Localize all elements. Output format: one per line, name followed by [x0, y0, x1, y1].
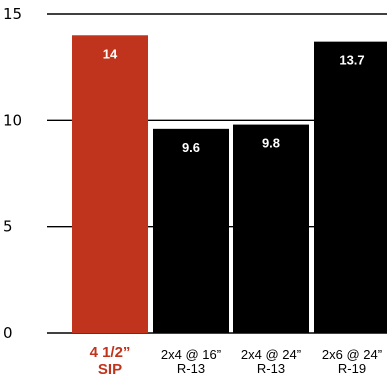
- category-label-1-line-0: 2x4 @ 16”: [161, 347, 221, 362]
- y-tick-label-0: 0: [3, 324, 13, 342]
- value-label-0: 14: [103, 46, 118, 61]
- category-label-2-line-0: 2x4 @ 24”: [241, 347, 301, 362]
- value-label-3: 13.7: [339, 53, 364, 68]
- y-tick-label-15: 15: [3, 5, 22, 23]
- bar-0: [72, 35, 148, 334]
- category-label-3-line-1: R-19: [338, 361, 366, 376]
- category-label-0-line-0: 4 1/2”: [90, 344, 131, 361]
- value-label-2: 9.8: [262, 136, 280, 151]
- y-tick-label-5: 5: [3, 218, 13, 236]
- bar-value-labels: 14 9.6 9.8 13.7: [103, 46, 365, 155]
- y-axis-tick-labels: 0 5 10 15: [3, 5, 22, 342]
- category-label-2-line-1: R-13: [257, 361, 285, 376]
- category-label-0-line-1: SIP: [98, 361, 122, 378]
- bar-2: [233, 124, 309, 333]
- y-tick-label-10: 10: [3, 111, 22, 129]
- category-label-1-line-1: R-13: [177, 361, 205, 376]
- value-label-1: 9.6: [182, 140, 200, 155]
- bar-3: [314, 41, 387, 333]
- bar-1: [153, 128, 229, 333]
- category-label-3-line-0: 2x6 @ 24”: [322, 347, 382, 362]
- bars: [72, 35, 387, 334]
